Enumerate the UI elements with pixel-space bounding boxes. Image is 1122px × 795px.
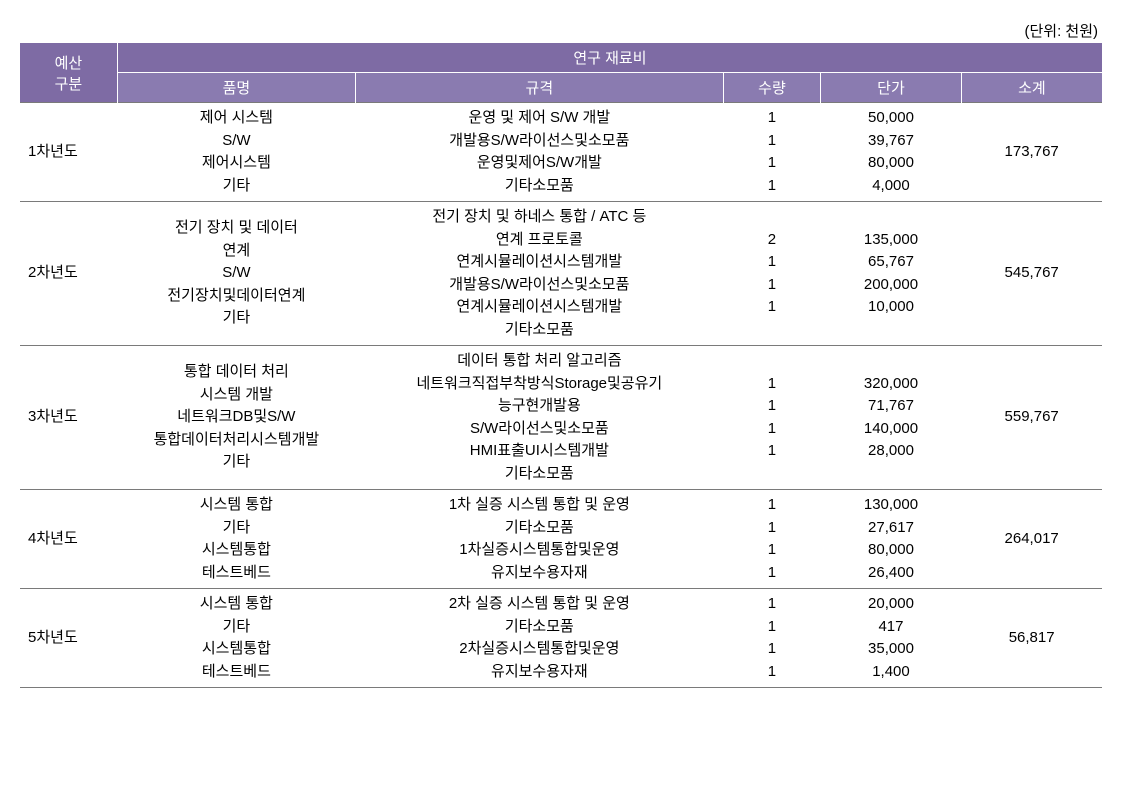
cell-prices: 135,000 65,767 200,000 10,000 xyxy=(821,202,962,346)
cell-prices: 320,000 71,767 140,000 28,000 xyxy=(821,346,962,490)
cell-items: 시스템 통합 기타 시스템통합 테스트베드 xyxy=(117,589,355,688)
cell-prices: 20,000 417 35,000 1,400 xyxy=(821,589,962,688)
cell-specs: 운영 및 제어 S/W 개발 개발용S/W라이선스및소모품 운영및제어S/W개발… xyxy=(355,103,723,202)
cell-qtys: 1 1 1 1 xyxy=(723,346,820,490)
cell-year: 4차년도 xyxy=(20,490,117,589)
table-row: 4차년도 시스템 통합 기타 시스템통합 테스트베드 1차 실증 시스템 통합 … xyxy=(20,490,1102,589)
cell-year: 5차년도 xyxy=(20,589,117,688)
table-row: 2차년도 전기 장치 및 데이터 연계 S/W 전기장치및데이터연계 기타 전기… xyxy=(20,202,1102,346)
budget-table: 예산 구분 연구 재료비 품명 규격 수량 단가 소계 1차년도 제어 시스템 … xyxy=(20,43,1102,688)
th-materials: 연구 재료비 xyxy=(117,43,1102,73)
cell-items: 전기 장치 및 데이터 연계 S/W 전기장치및데이터연계 기타 xyxy=(117,202,355,346)
cell-qtys: 1 1 1 1 xyxy=(723,589,820,688)
cell-prices: 50,000 39,767 80,000 4,000 xyxy=(821,103,962,202)
table-row: 3차년도 통합 데이터 처리 시스템 개발 네트워크DB및S/W 통합데이터처리… xyxy=(20,346,1102,490)
cell-subtotal: 264,017 xyxy=(961,490,1102,589)
table-row: 1차년도 제어 시스템 S/W 제어시스템 기타 운영 및 제어 S/W 개발 … xyxy=(20,103,1102,202)
cell-specs: 데이터 통합 처리 알고리즘 네트워크직접부착방식Storage및공유기 능구현… xyxy=(355,346,723,490)
cell-year: 2차년도 xyxy=(20,202,117,346)
cell-specs: 2차 실증 시스템 통합 및 운영 기타소모품 2차실증시스템통합및운영 유지보… xyxy=(355,589,723,688)
cell-specs: 전기 장치 및 하네스 통합 / ATC 등 연계 프로토콜 연계시뮬레이션시스… xyxy=(355,202,723,346)
cell-qtys: 1 1 1 1 xyxy=(723,490,820,589)
th-item: 품명 xyxy=(117,73,355,103)
th-budget: 예산 구분 xyxy=(20,43,117,103)
cell-items: 시스템 통합 기타 시스템통합 테스트베드 xyxy=(117,490,355,589)
cell-subtotal: 545,767 xyxy=(961,202,1102,346)
th-price: 단가 xyxy=(821,73,962,103)
cell-qtys: 1 1 1 1 xyxy=(723,103,820,202)
cell-items: 통합 데이터 처리 시스템 개발 네트워크DB및S/W 통합데이터처리시스템개발… xyxy=(117,346,355,490)
th-qty: 수량 xyxy=(723,73,820,103)
cell-subtotal: 559,767 xyxy=(961,346,1102,490)
th-subtotal: 소계 xyxy=(961,73,1102,103)
cell-prices: 130,000 27,617 80,000 26,400 xyxy=(821,490,962,589)
cell-subtotal: 56,817 xyxy=(961,589,1102,688)
cell-year: 3차년도 xyxy=(20,346,117,490)
cell-items: 제어 시스템 S/W 제어시스템 기타 xyxy=(117,103,355,202)
unit-label: (단위: 천원) xyxy=(20,20,1102,41)
cell-qtys: 2 1 1 1 xyxy=(723,202,820,346)
th-spec: 규격 xyxy=(355,73,723,103)
cell-subtotal: 173,767 xyxy=(961,103,1102,202)
table-row: 5차년도 시스템 통합 기타 시스템통합 테스트베드 2차 실증 시스템 통합 … xyxy=(20,589,1102,688)
cell-specs: 1차 실증 시스템 통합 및 운영 기타소모품 1차실증시스템통합및운영 유지보… xyxy=(355,490,723,589)
cell-year: 1차년도 xyxy=(20,103,117,202)
